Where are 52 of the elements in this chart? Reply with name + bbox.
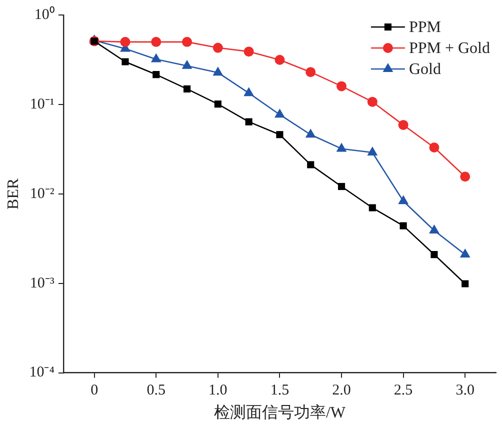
point xyxy=(152,71,160,78)
point xyxy=(398,195,409,204)
point xyxy=(400,222,407,230)
point xyxy=(430,250,438,258)
point xyxy=(214,100,222,108)
point xyxy=(368,204,376,212)
point xyxy=(367,146,378,156)
point xyxy=(429,142,440,153)
y-axis-title: BER xyxy=(4,178,22,210)
point xyxy=(305,128,316,138)
y-tick-label: 10⁰ xyxy=(34,6,54,23)
y-tick-label: 10⁻³ xyxy=(30,275,55,292)
point xyxy=(182,60,192,69)
point xyxy=(336,142,347,152)
legend-label: PPM + Gold xyxy=(408,40,490,58)
point xyxy=(244,46,254,57)
x-tick-label: 0.5 xyxy=(146,382,166,399)
x-tick-label: 3.0 xyxy=(456,382,474,399)
x-axis-title: 检测面信号功率/W xyxy=(214,404,346,422)
point xyxy=(151,36,162,47)
point xyxy=(212,42,223,53)
point xyxy=(338,182,346,190)
point xyxy=(245,118,252,126)
point xyxy=(336,81,347,92)
point xyxy=(120,36,130,47)
x-tick-label: 1.0 xyxy=(208,382,228,399)
legend-label: Gold xyxy=(408,61,441,78)
y-tick-label: 10⁻² xyxy=(30,186,55,202)
point xyxy=(460,172,470,182)
point xyxy=(183,85,191,92)
y-tick-label: 10⁻⁴ xyxy=(29,364,54,381)
point xyxy=(212,66,224,76)
point xyxy=(274,108,285,118)
x-tick-label: 2.0 xyxy=(332,382,351,399)
legend-label: PPM xyxy=(408,19,441,36)
point xyxy=(244,87,254,96)
point xyxy=(274,54,285,65)
point xyxy=(367,96,378,107)
point xyxy=(306,67,316,78)
point xyxy=(462,280,469,288)
point xyxy=(307,161,314,168)
point xyxy=(182,36,192,47)
x-tick-label: 0 xyxy=(90,382,98,399)
point xyxy=(122,58,129,66)
point xyxy=(460,248,470,258)
point xyxy=(276,131,284,138)
x-tick-label: 2.5 xyxy=(394,382,413,399)
y-tick-label: 10⁻¹ xyxy=(30,96,54,112)
point xyxy=(150,53,162,62)
x-tick-label: 1.5 xyxy=(270,382,290,399)
point xyxy=(398,120,408,130)
point xyxy=(429,224,440,234)
